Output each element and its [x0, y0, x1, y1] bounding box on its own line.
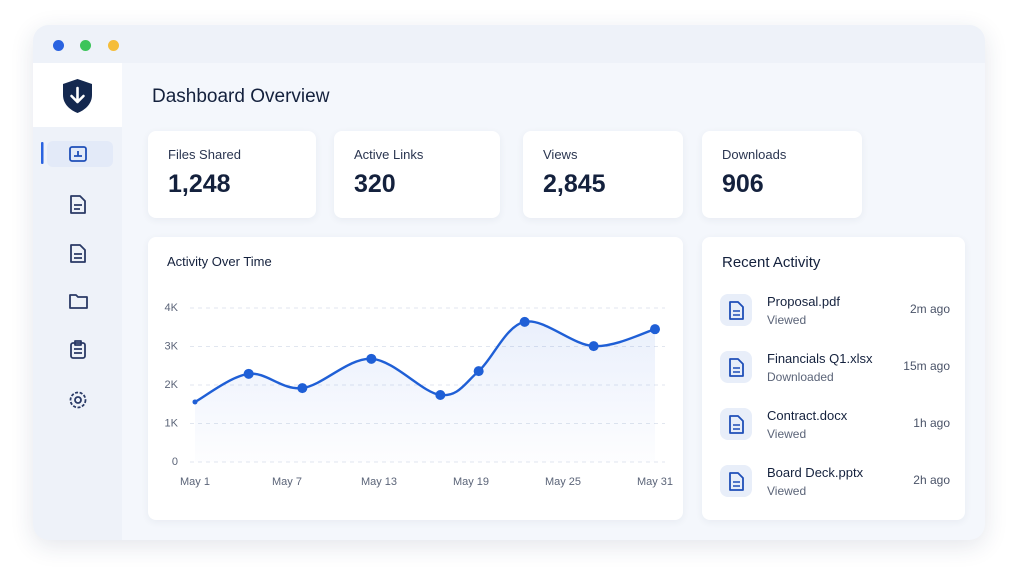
nav-documents[interactable] — [70, 244, 86, 263]
y-tick-label: 3K — [165, 340, 179, 352]
nav-settings[interactable] — [69, 391, 87, 409]
activity-action: Viewed — [767, 427, 807, 441]
stat-value: 906 — [722, 170, 764, 198]
stat-value: 1,248 — [168, 170, 231, 198]
file-icon — [720, 465, 752, 497]
activity-file: Contract.docx — [767, 408, 848, 423]
x-tick-label: May 13 — [361, 476, 397, 488]
logo — [63, 79, 92, 113]
x-tick-label: May 7 — [272, 476, 302, 488]
nav-folders[interactable] — [69, 294, 88, 309]
file-glyph — [729, 415, 744, 434]
stat-label: Active Links — [354, 147, 424, 162]
file-icon — [720, 351, 752, 383]
stat-label: Downloads — [722, 147, 787, 162]
activity-time: 1h ago — [913, 416, 950, 430]
stat-card — [523, 131, 683, 218]
sidebar-icons — [41, 141, 113, 409]
active-indicator — [41, 142, 44, 164]
activity-file: Financials Q1.xlsx — [767, 351, 873, 366]
y-tick-label: 4K — [165, 302, 179, 314]
x-tick-label: May 25 — [545, 476, 581, 488]
nav-tasks[interactable] — [70, 340, 86, 359]
window-dot[interactable] — [108, 40, 119, 51]
activity-action: Viewed — [767, 484, 807, 498]
point — [650, 324, 660, 335]
logo-area — [33, 63, 122, 127]
stat-card — [148, 131, 316, 218]
activity-time: 2h ago — [913, 473, 950, 487]
recent-title: Recent Activity — [722, 254, 821, 271]
activity-file: Board Deck.pptx — [767, 465, 864, 480]
nav-dashboard[interactable] — [69, 146, 87, 162]
x-tick-label: May 31 — [637, 476, 673, 488]
point — [519, 316, 530, 327]
window-dot[interactable] — [80, 40, 91, 51]
file-glyph — [729, 358, 744, 377]
point — [473, 366, 484, 377]
line-chart: 0 1K 2K 3K 4K May 1 May 7 May 13 May 19 May 25 May… — [165, 302, 674, 488]
chart-title: Activity Over Time — [167, 254, 272, 269]
window-dot[interactable] — [53, 40, 64, 51]
x-tick-label: May 1 — [180, 476, 210, 488]
point — [297, 383, 308, 394]
nav-active-bg — [47, 141, 113, 167]
nav-files[interactable] — [70, 195, 86, 214]
stat-label: Views — [543, 147, 578, 162]
stat-card — [334, 131, 500, 218]
file-icon — [720, 294, 752, 326]
title-bar — [33, 25, 985, 63]
activity-file: Proposal.pdf — [767, 294, 840, 309]
activity-action: Viewed — [767, 313, 807, 327]
stat-label: Files Shared — [168, 147, 241, 162]
point — [243, 368, 254, 379]
file-glyph — [729, 472, 744, 491]
point — [588, 341, 599, 352]
y-tick-label: 2K — [165, 379, 179, 391]
activity-time: 15m ago — [903, 359, 950, 373]
page-title: Dashboard Overview — [152, 86, 330, 107]
y-tick-label: 1K — [165, 417, 179, 429]
stat-value: 320 — [354, 170, 396, 198]
point — [192, 399, 198, 405]
point — [435, 390, 446, 401]
area-fill — [195, 321, 655, 462]
activity-time: 2m ago — [909, 302, 950, 316]
stat-value: 2,845 — [543, 170, 606, 198]
stat-card — [702, 131, 862, 218]
activity-action: Downloaded — [767, 370, 834, 384]
x-tick-label: May 19 — [453, 476, 489, 488]
file-icon — [720, 408, 752, 440]
y-tick-label: 0 — [172, 456, 178, 468]
point — [366, 353, 377, 364]
file-glyph — [729, 301, 744, 320]
